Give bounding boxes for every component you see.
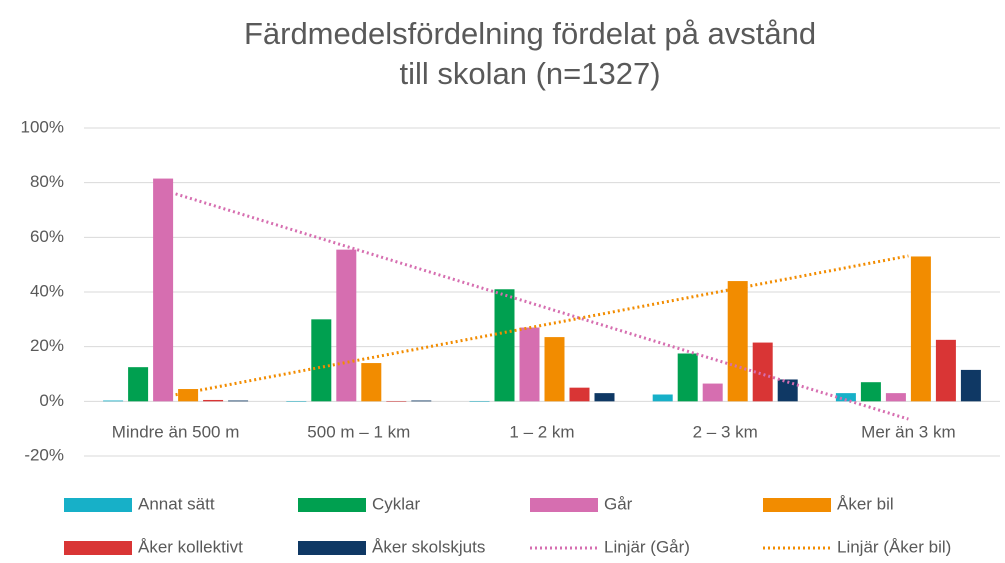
bar <box>494 289 515 402</box>
bar <box>677 353 698 402</box>
y-tick-label: -20% <box>24 445 64 464</box>
bar <box>386 401 407 402</box>
legend-label: Linjär (Åker bil) <box>837 537 951 556</box>
y-tick-label: 20% <box>30 336 64 355</box>
x-tick-label: Mer än 3 km <box>861 422 955 441</box>
bar <box>885 393 906 402</box>
bar <box>411 400 432 402</box>
bar <box>960 369 981 402</box>
bar <box>544 337 565 402</box>
legend-label: Linjär (Går) <box>604 537 690 556</box>
legend-label: Åker kollektivt <box>138 537 243 556</box>
bar <box>178 389 199 402</box>
bar <box>469 401 490 402</box>
legend-label: Cyklar <box>372 494 421 513</box>
legend-label: Annat sätt <box>138 494 215 513</box>
bar <box>835 393 856 402</box>
bar <box>286 401 307 402</box>
bar <box>519 327 540 402</box>
bar <box>594 393 615 402</box>
bar <box>569 387 590 402</box>
legend-swatch <box>64 498 132 512</box>
x-tick-label: 500 m – 1 km <box>307 422 410 441</box>
legend-swatch <box>298 541 366 555</box>
bar <box>361 363 382 402</box>
bar <box>128 367 149 402</box>
bar <box>652 394 673 402</box>
y-tick-label: 80% <box>30 172 64 191</box>
chart-title: Färdmedelsfördelning fördelat på avstånd… <box>243 16 817 91</box>
bar <box>103 400 124 402</box>
bar <box>860 382 881 402</box>
y-tick-label: 40% <box>30 281 64 300</box>
bar <box>336 249 357 402</box>
bar <box>203 399 224 402</box>
legend-swatch <box>530 498 598 512</box>
legend-label: Åker skolskjuts <box>372 537 485 556</box>
bar <box>752 342 773 402</box>
bar <box>702 383 723 402</box>
x-tick-label: Mindre än 500 m <box>112 422 240 441</box>
trendline <box>175 192 909 421</box>
bar <box>153 178 174 402</box>
legend-swatch <box>64 541 132 555</box>
legend-label: Går <box>604 494 633 513</box>
bar <box>935 339 956 402</box>
x-tick-label: 2 – 3 km <box>693 422 758 441</box>
legend-label: Åker bil <box>837 494 894 513</box>
bar <box>311 319 332 402</box>
y-tick-label: 60% <box>30 227 64 246</box>
y-tick-label: 0% <box>39 391 64 410</box>
bar <box>727 281 748 402</box>
bar <box>910 256 931 402</box>
trendline <box>175 254 909 397</box>
y-tick-label: 100% <box>21 117 64 136</box>
legend-swatch <box>298 498 366 512</box>
legend-swatch <box>763 498 831 512</box>
bar <box>228 400 249 402</box>
x-tick-label: 1 – 2 km <box>509 422 574 441</box>
